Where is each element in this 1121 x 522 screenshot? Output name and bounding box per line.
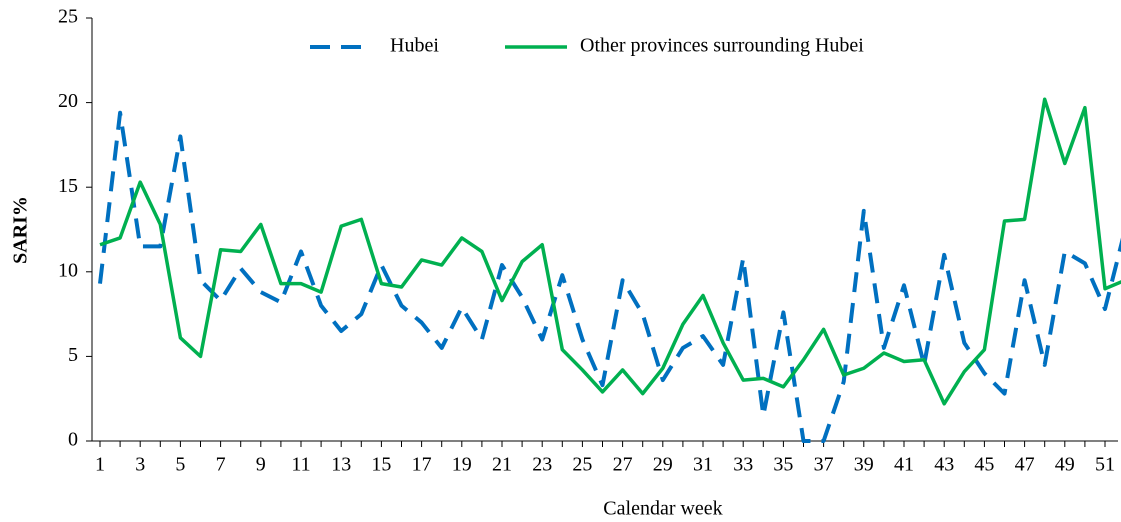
x-tick-label: 47 [1015, 454, 1035, 476]
x-tick-label: 39 [854, 454, 874, 476]
x-tick-label: 45 [974, 454, 994, 476]
y-tick-label: 20 [58, 90, 78, 112]
legend-label: Hubei [390, 35, 439, 57]
x-tick-label: 31 [693, 454, 713, 476]
x-tick-label: 35 [773, 454, 793, 476]
x-tick-label: 51 [1095, 454, 1115, 476]
x-tick-label: 33 [733, 454, 753, 476]
y-tick-label: 5 [68, 344, 78, 366]
x-tick-label: 1 [95, 454, 105, 476]
x-tick-label: 15 [371, 454, 391, 476]
x-tick-label: 29 [653, 454, 673, 476]
y-axis-label: SARI% [10, 196, 32, 264]
x-tick-label: 23 [532, 454, 552, 476]
x-tick-label: 19 [452, 454, 472, 476]
x-tick-label: 13 [331, 454, 351, 476]
legend-label: Other provinces surrounding Hubei [580, 35, 864, 57]
x-tick-label: 3 [135, 454, 145, 476]
x-tick-label: 37 [814, 454, 834, 476]
x-tick-label: 27 [613, 454, 633, 476]
x-tick-label: 5 [175, 454, 185, 476]
y-tick-label: 15 [58, 175, 78, 197]
x-tick-label: 49 [1055, 454, 1075, 476]
x-tick-label: 41 [894, 454, 914, 476]
y-tick-label: 25 [58, 6, 78, 28]
y-tick-label: 10 [58, 259, 78, 281]
x-tick-label: 9 [256, 454, 266, 476]
x-tick-label: 17 [412, 454, 432, 476]
x-tick-label: 43 [934, 454, 954, 476]
x-tick-label: 25 [572, 454, 592, 476]
y-tick-label: 0 [68, 429, 78, 451]
x-axis-label: Calendar week [603, 498, 722, 520]
x-tick-label: 11 [291, 454, 310, 476]
data-line [98, 110, 1121, 443]
x-tick-label: 21 [492, 454, 512, 476]
data-line [99, 97, 1121, 406]
x-tick-label: 7 [216, 454, 226, 476]
